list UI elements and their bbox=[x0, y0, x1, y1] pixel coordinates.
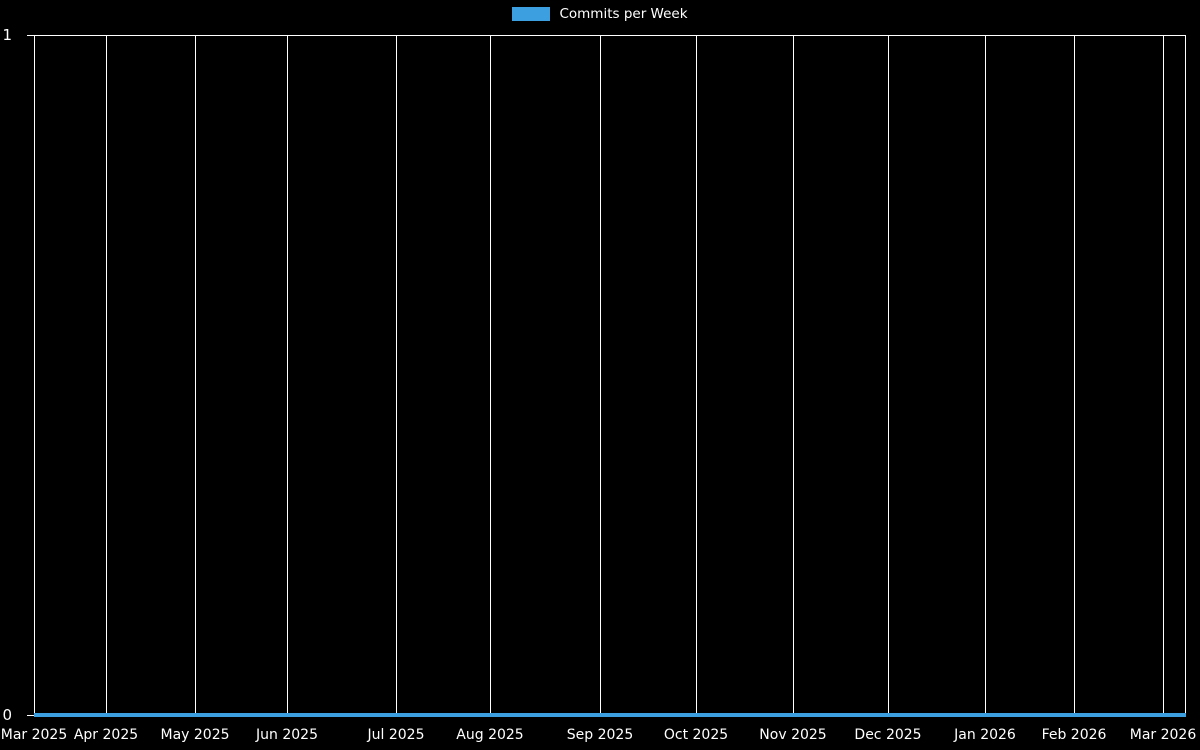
gridline-9 bbox=[888, 35, 889, 715]
xtick-label-11: Feb 2026 bbox=[1041, 727, 1107, 743]
xtick-label-2: May 2025 bbox=[160, 727, 230, 743]
gridline-12 bbox=[1163, 35, 1164, 715]
xtick-label-10: Jan 2026 bbox=[954, 727, 1016, 743]
legend-swatch-commits-per-week bbox=[512, 7, 551, 21]
gridline-8 bbox=[793, 35, 794, 715]
series-line-commits-per-week bbox=[34, 713, 1186, 717]
gridline-6 bbox=[600, 35, 601, 715]
xtick-label-6: Sep 2025 bbox=[566, 727, 634, 743]
xtick-label-3: Jun 2025 bbox=[256, 727, 318, 743]
xtick-label-5: Aug 2025 bbox=[456, 727, 524, 743]
xtick-label-7: Oct 2025 bbox=[663, 727, 729, 743]
xtick-label-4: Jul 2025 bbox=[367, 727, 425, 743]
xtick-label-12: Mar 2026 bbox=[1129, 727, 1197, 743]
legend-label-commits-per-week: Commits per Week bbox=[559, 6, 688, 22]
ytick-label-1: 1 bbox=[2, 26, 12, 44]
gridline-4 bbox=[396, 35, 397, 715]
gridline-3 bbox=[287, 35, 288, 715]
xtick-label-9: Dec 2025 bbox=[854, 727, 922, 743]
plot-area bbox=[34, 35, 1186, 715]
xtick-label-1: Apr 2025 bbox=[73, 727, 139, 743]
gridline-0 bbox=[34, 35, 35, 715]
gridline-1 bbox=[106, 35, 107, 715]
ytick-label-0: 0 bbox=[2, 706, 12, 724]
gridline-10 bbox=[985, 35, 986, 715]
gridline-5 bbox=[490, 35, 491, 715]
gridline-11 bbox=[1074, 35, 1075, 715]
xtick-label-8: Nov 2025 bbox=[759, 727, 827, 743]
axis-top-spine bbox=[34, 35, 1186, 36]
chart-legend: Commits per Week bbox=[0, 0, 1200, 28]
xtick-label-0: Mar 2025 bbox=[0, 727, 68, 743]
gridline-2 bbox=[195, 35, 196, 715]
ytick-mark-1 bbox=[27, 35, 34, 36]
axis-right-spine bbox=[1185, 35, 1186, 715]
gridline-7 bbox=[696, 35, 697, 715]
ytick-mark-0 bbox=[27, 715, 34, 716]
